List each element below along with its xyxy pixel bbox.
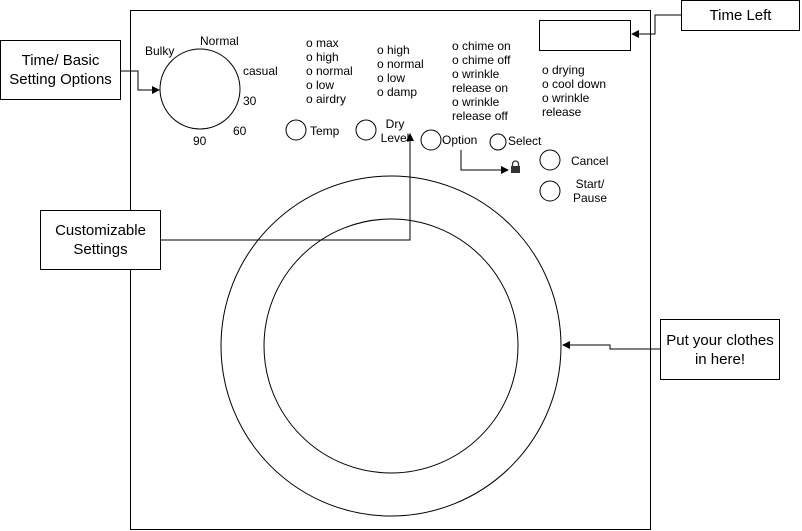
clothes-arrow [562,341,660,350]
list-item: o high [306,50,339,64]
customizable-callout-line2: Settings [73,241,128,258]
dial-label-90: 90 [193,134,207,148]
dry-level-button [355,119,377,141]
clothes-callout-line1: Put your clothes [666,331,774,349]
list-item: o chime on [452,39,511,53]
time-left-display [539,20,631,51]
time-basic-callout: Time/ Basic Setting Options [0,40,121,100]
list-item: o low [306,78,335,92]
start-pause-button-label-line2: Pause [572,191,608,205]
list-item: o normal [377,57,424,71]
dial-label-normal: Normal [200,34,239,48]
temp-button-label: Temp [310,124,340,138]
time-dial [159,48,241,130]
dryer-body [130,10,651,530]
list-item: release [542,105,582,119]
start-pause-button [539,180,561,202]
customizable-arrow [161,133,414,241]
list-item: o airdry [306,92,347,106]
customizable-callout: Customizable Settings [40,210,161,270]
dial-label-casual: casual [243,64,278,78]
option-options-list: o chime on o chime off o wrinkle release… [452,39,511,123]
dry-level-button-label-line1: Dry [385,117,405,131]
cancel-button-label: Cancel [571,154,609,168]
time-left-callout-label: Time Left [709,7,772,24]
drum-inner [263,218,519,474]
dry-level-button-label-line2: Level [380,131,410,145]
time-left-callout: Time Left [681,0,800,31]
option-button-label: Option [442,133,478,147]
cancel-button [539,149,561,171]
list-item: release on [452,81,509,95]
option-lock-arrow [460,150,509,174]
select-button [489,133,507,151]
list-item: o wrinkle [452,67,500,81]
time-left-arrow [631,14,681,38]
time-basic-callout-line1: Time/ Basic [21,52,100,69]
clothes-callout: Put your clothes in here! [660,319,780,380]
list-item: o wrinkle [542,91,590,105]
list-item: o high [377,43,410,57]
list-item: o wrinkle [452,95,500,109]
temp-button [285,119,307,141]
list-item: o max [306,36,339,50]
list-item: release off [452,109,508,123]
time-basic-callout-line2: Setting Options [9,71,112,88]
drum-outer [220,175,562,517]
clothes-callout-line2: in here! [694,350,746,368]
list-item: o chime off [452,53,511,67]
list-item: o drying [542,63,585,77]
list-item: o low [377,71,406,85]
dry-options-list: o high o normal o low o damp [377,43,424,99]
start-pause-button-label-line1: Start/ [575,177,605,191]
customizable-callout-line1: Customizable [55,222,146,239]
dial-label-30: 30 [243,94,257,108]
select-button-label: Select [508,134,542,148]
temp-options-list: o max o high o normal o low o airdry [306,36,353,106]
dial-label-bulky: Bulky [145,44,175,58]
dial-label-60: 60 [233,124,247,138]
lock-icon [511,160,520,173]
status-options-list: o drying o cool down o wrinkle release [542,63,606,119]
list-item: o cool down [542,77,607,91]
time-basic-arrow [120,70,160,94]
list-item: o damp [377,85,418,99]
option-button [420,129,442,151]
list-item: o normal [306,64,353,78]
